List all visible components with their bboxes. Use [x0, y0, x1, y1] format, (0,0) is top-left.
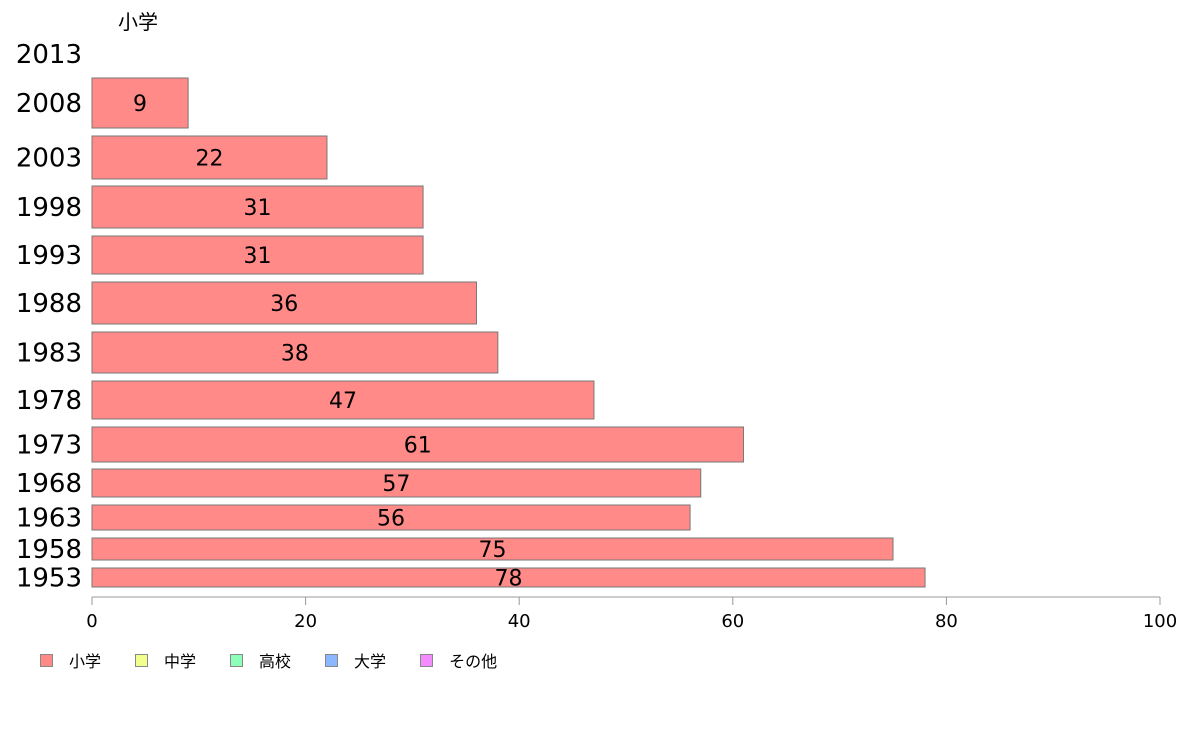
- data-label: 61: [404, 434, 432, 459]
- x-tick-label: 40: [508, 611, 531, 632]
- x-tick-label: 0: [86, 611, 97, 632]
- legend-item: 高校: [230, 648, 291, 672]
- bar: [91, 537, 894, 561]
- legend-item: 小学: [40, 648, 101, 672]
- legend-label: 大学: [354, 652, 387, 671]
- bar: [91, 380, 595, 420]
- legend-item: その他: [420, 648, 497, 672]
- bar: [91, 235, 424, 275]
- category-label: 1998: [16, 193, 82, 223]
- category-label: 2003: [16, 144, 82, 174]
- legend-swatch: [230, 653, 244, 667]
- bar: [91, 281, 477, 325]
- bar: [91, 185, 424, 229]
- bar-chart: 2013 2008 9 2003 22 1998 31 1993 31 1988 36 1983 38 1…: [16, 40, 1177, 632]
- category-label: 1963: [16, 504, 82, 534]
- bar: [91, 135, 328, 180]
- legend: 小学 中学 高校 大学 その他: [40, 648, 531, 672]
- category-label: 2008: [16, 89, 82, 119]
- bar: [91, 331, 499, 374]
- category-label: 1993: [16, 241, 82, 271]
- category-label: 1973: [16, 431, 82, 461]
- bar: [91, 77, 189, 129]
- data-label: 38: [281, 342, 309, 367]
- legend-label: 中学: [164, 652, 197, 671]
- data-label: 75: [479, 538, 507, 563]
- legend-swatch: [40, 653, 53, 667]
- data-label: 56: [377, 507, 405, 532]
- data-label: 31: [244, 244, 272, 269]
- x-tick-label: 80: [935, 611, 958, 632]
- data-label: 47: [329, 389, 357, 414]
- category-label: 1983: [16, 339, 82, 369]
- x-tick-label: 60: [721, 611, 744, 632]
- legend-swatch: [135, 653, 149, 667]
- legend-item: 大学: [325, 648, 386, 672]
- legend-label: 小学: [69, 652, 102, 671]
- data-label: 36: [270, 292, 298, 317]
- data-label: 31: [244, 196, 272, 221]
- category-label: 1958: [16, 535, 82, 565]
- legend-label: その他: [449, 652, 498, 671]
- category-label: 2013: [16, 40, 82, 70]
- category-label: 1988: [16, 289, 82, 319]
- category-label: 1953: [16, 564, 82, 594]
- x-tick-label: 20: [294, 611, 317, 632]
- category-label: 1978: [16, 386, 82, 416]
- data-label: 9: [133, 92, 147, 117]
- category-label: 1968: [16, 469, 82, 499]
- data-label: 78: [495, 567, 523, 592]
- bar: [91, 504, 691, 531]
- bar: [91, 468, 702, 498]
- legend-label: 高校: [259, 652, 292, 671]
- legend-swatch: [420, 653, 434, 667]
- bar: [91, 426, 744, 463]
- data-label: 57: [382, 472, 410, 497]
- chart-title: 小学: [118, 10, 158, 34]
- legend-item: 中学: [135, 648, 196, 672]
- legend-swatch: [325, 653, 339, 667]
- x-tick-label: 100: [1143, 611, 1177, 632]
- bar: [91, 567, 926, 588]
- data-label: 22: [195, 147, 223, 172]
